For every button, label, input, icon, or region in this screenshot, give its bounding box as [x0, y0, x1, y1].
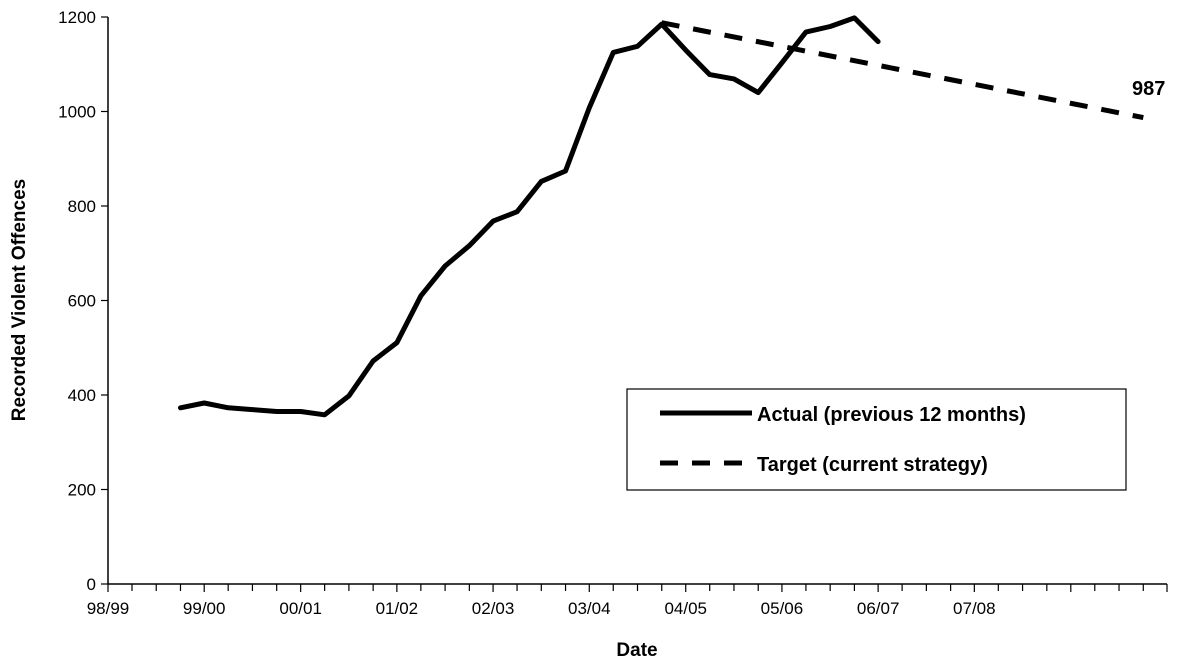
y-tick-label: 600	[68, 292, 96, 311]
target-end-annotation: 987	[1132, 78, 1165, 100]
y-axis-title: Recorded Violent Offences	[9, 179, 30, 422]
series-line-target	[661, 20, 1144, 121]
y-tick-label: 0	[87, 575, 96, 594]
x-tick-label: 05/06	[761, 599, 804, 618]
x-tick-label: 03/04	[568, 599, 611, 618]
legend-box	[626, 388, 1127, 491]
x-axis-title: Date	[616, 640, 657, 661]
series-layer	[178, 15, 1144, 418]
x-tick-label: 99/00	[183, 599, 226, 618]
x-tick-label: 02/03	[472, 599, 515, 618]
y-tick-label: 200	[68, 481, 96, 500]
series-line-actual	[178, 15, 881, 418]
x-tick-label: 98/99	[87, 599, 130, 618]
legend: Actual (previous 12 months) Target (curr…	[626, 388, 1127, 491]
legend-label-actual: Actual (previous 12 months)	[757, 404, 1026, 426]
y-axis-ticks: 0 200 400 600 800 1000 1200	[58, 8, 108, 594]
legend-label-target: Target (current strategy)	[757, 454, 988, 476]
y-tick-label: 400	[68, 386, 96, 405]
x-axis-ticks: 98/99 99/00 00/01 01/02 02/03 03/04 04/05 05/06…	[87, 584, 1168, 618]
x-tick-label: 04/05	[664, 599, 707, 618]
x-tick-label: 01/02	[376, 599, 419, 618]
y-tick-label: 1200	[58, 8, 96, 27]
x-tick-label: 00/01	[279, 599, 322, 618]
y-tick-label: 1000	[58, 103, 96, 122]
x-tick-label: 07/08	[953, 599, 996, 618]
y-tick-label: 800	[68, 197, 96, 216]
x-tick-label: 06/07	[857, 599, 900, 618]
